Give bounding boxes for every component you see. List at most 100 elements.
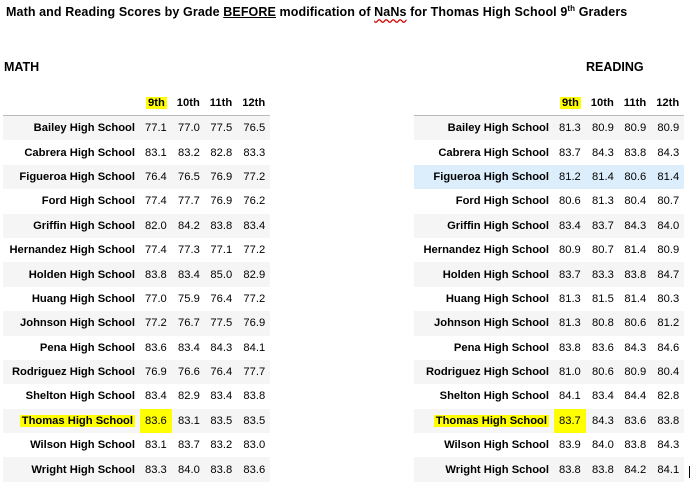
table-row: Hernandez High School 80.9 80.7 81.4 80.9 xyxy=(414,237,685,263)
score-cell: 80.6 xyxy=(624,170,647,183)
table-row: Shelton High School 84.1 83.4 84.4 82.8 xyxy=(414,384,685,409)
score-cell: 80.9 xyxy=(657,122,680,135)
math-header-row: 9th 10th 11th 12th xyxy=(3,91,271,116)
school-name: Holden High School xyxy=(28,268,135,281)
school-name: Ford High School xyxy=(455,195,549,208)
score-cell: 76.6 xyxy=(178,366,200,379)
score-cell: 81.4 xyxy=(657,170,680,183)
row-label-cell: Shelton High School xyxy=(3,384,140,408)
math-column-label: 11th xyxy=(209,97,233,109)
row-label-cell: Huang High School xyxy=(414,287,554,311)
reading-scores-table: 9th 10th 11th 12th Bailey High School 81.3 80… xyxy=(414,91,685,482)
school-name: Wright High School xyxy=(31,463,135,476)
school-name: Shelton High School xyxy=(439,390,549,403)
score-cell: 80.7 xyxy=(657,195,680,208)
score-cell: 76.9 xyxy=(243,317,266,330)
school-name: Thomas High School xyxy=(433,414,549,427)
score-cell: 83.7 xyxy=(559,146,581,159)
score-cell: 84.1 xyxy=(657,463,680,476)
math-column-header: 12th xyxy=(237,91,271,116)
score-cell: 76.9 xyxy=(210,170,233,183)
reading-section-label: READING xyxy=(586,60,644,74)
score-cell: 77.4 xyxy=(145,244,167,257)
score-cell: 83.5 xyxy=(243,414,266,427)
row-label-cell: Rodriguez High School xyxy=(3,360,140,384)
score-cell: 83.0 xyxy=(243,439,266,452)
table-row: Ford High School 80.6 81.3 80.4 80.7 xyxy=(414,189,685,214)
score-cell: 83.9 xyxy=(559,439,581,452)
score-cell: 83.8 xyxy=(559,341,581,354)
school-name: Griffin High School xyxy=(33,219,135,232)
table-row: Ford High School 77.4 77.7 76.9 76.2 xyxy=(3,189,271,214)
row-label-cell: Thomas High School xyxy=(3,409,140,433)
score-cell: 76.9 xyxy=(145,366,167,379)
score-cell: 83.6 xyxy=(592,341,614,354)
row-label-cell: Thomas High School xyxy=(414,409,554,433)
table-row: Holden High School 83.7 83.3 83.8 84.7 xyxy=(414,262,685,287)
row-label-cell: Holden High School xyxy=(3,262,140,286)
row-label-cell: Johnson High School xyxy=(3,311,140,335)
score-cell: 81.4 xyxy=(624,292,647,305)
school-name: Pena High School xyxy=(453,341,549,354)
math-section-label: MATH xyxy=(4,60,40,74)
school-name: Rodriguez High School xyxy=(11,366,135,379)
math-column-header: 9th xyxy=(140,91,172,116)
score-cell: 82.9 xyxy=(243,268,266,281)
score-cell: 83.8 xyxy=(624,268,647,281)
row-label-cell: Hernandez High School xyxy=(3,238,140,262)
table-row: Wright High School 83.3 84.0 83.8 83.6 xyxy=(3,457,271,482)
table-row: Shelton High School 83.4 82.9 83.4 83.8 xyxy=(3,384,271,409)
score-cell: 84.2 xyxy=(178,219,200,232)
score-cell: 77.5 xyxy=(210,317,233,330)
score-cell: 84.1 xyxy=(243,341,266,354)
title-part1: Math and Reading Scores by Grade xyxy=(6,5,224,20)
page-title: Math and Reading Scores by Grade BEFORE … xyxy=(6,4,627,19)
score-cell: 80.9 xyxy=(592,122,614,135)
score-cell: 84.0 xyxy=(657,219,680,232)
row-label-cell: Holden High School xyxy=(414,262,554,286)
score-cell: 83.2 xyxy=(178,146,200,159)
score-cell: 80.3 xyxy=(657,292,680,305)
score-cell: 84.0 xyxy=(592,439,614,452)
reading-table-header: 9th 10th 11th 12th xyxy=(414,91,685,116)
row-label-cell: Griffin High School xyxy=(414,214,554,238)
score-cell: 76.9 xyxy=(210,195,233,208)
row-label-cell: Ford High School xyxy=(3,189,140,213)
score-cell: 83.6 xyxy=(624,414,647,427)
table-row: Pena High School 83.8 83.6 84.3 84.6 xyxy=(414,335,685,360)
score-cell: 83.8 xyxy=(624,146,647,159)
row-label-cell: Bailey High School xyxy=(414,116,554,141)
school-name: Pena High School xyxy=(39,341,135,354)
title-before: BEFORE xyxy=(223,5,276,20)
score-cell: 77.0 xyxy=(178,122,200,135)
reading-column-header: 10th xyxy=(585,91,619,116)
score-cell: 84.3 xyxy=(624,341,647,354)
score-cell: 80.9 xyxy=(559,244,581,257)
score-cell: 85.0 xyxy=(210,268,233,281)
reading-table-body: Bailey High School 81.3 80.9 80.9 80.9 Cabrer… xyxy=(414,115,685,482)
table-row: Rodriguez High School 76.9 76.6 76.4 77.7 xyxy=(3,359,271,385)
score-cell: 81.4 xyxy=(592,170,614,183)
score-cell: 83.8 xyxy=(210,219,233,232)
table-row: Holden High School 83.8 83.4 85.0 82.9 xyxy=(3,262,271,287)
table-row: Griffin High School 83.4 83.7 84.3 84.0 xyxy=(414,213,685,238)
score-cell: 83.1 xyxy=(145,146,167,159)
school-name: Johnson High School xyxy=(434,317,549,330)
table-row: Thomas High School 83.7 84.3 83.6 83.8 xyxy=(414,408,685,434)
score-cell: 77.2 xyxy=(243,292,266,305)
row-label-cell: Hernandez High School xyxy=(414,238,554,262)
score-cell: 76.2 xyxy=(243,195,266,208)
row-label-cell: Figueroa High School xyxy=(414,165,554,189)
table-row: Cabrera High School 83.1 83.2 82.8 83.3 xyxy=(3,140,271,165)
score-cell: 83.6 xyxy=(145,341,167,354)
reading-column-label: 11th xyxy=(623,97,647,109)
score-cell: 76.5 xyxy=(178,170,200,183)
score-cell: 82.9 xyxy=(178,390,200,403)
score-cell: 83.3 xyxy=(592,268,614,281)
school-name: Huang High School xyxy=(31,292,135,305)
score-cell: 80.7 xyxy=(592,244,614,257)
row-label-cell: Huang High School xyxy=(3,287,140,311)
reading-corner-cell xyxy=(414,91,554,116)
score-cell: 77.7 xyxy=(243,366,266,379)
reading-column-label: 10th xyxy=(590,97,614,109)
